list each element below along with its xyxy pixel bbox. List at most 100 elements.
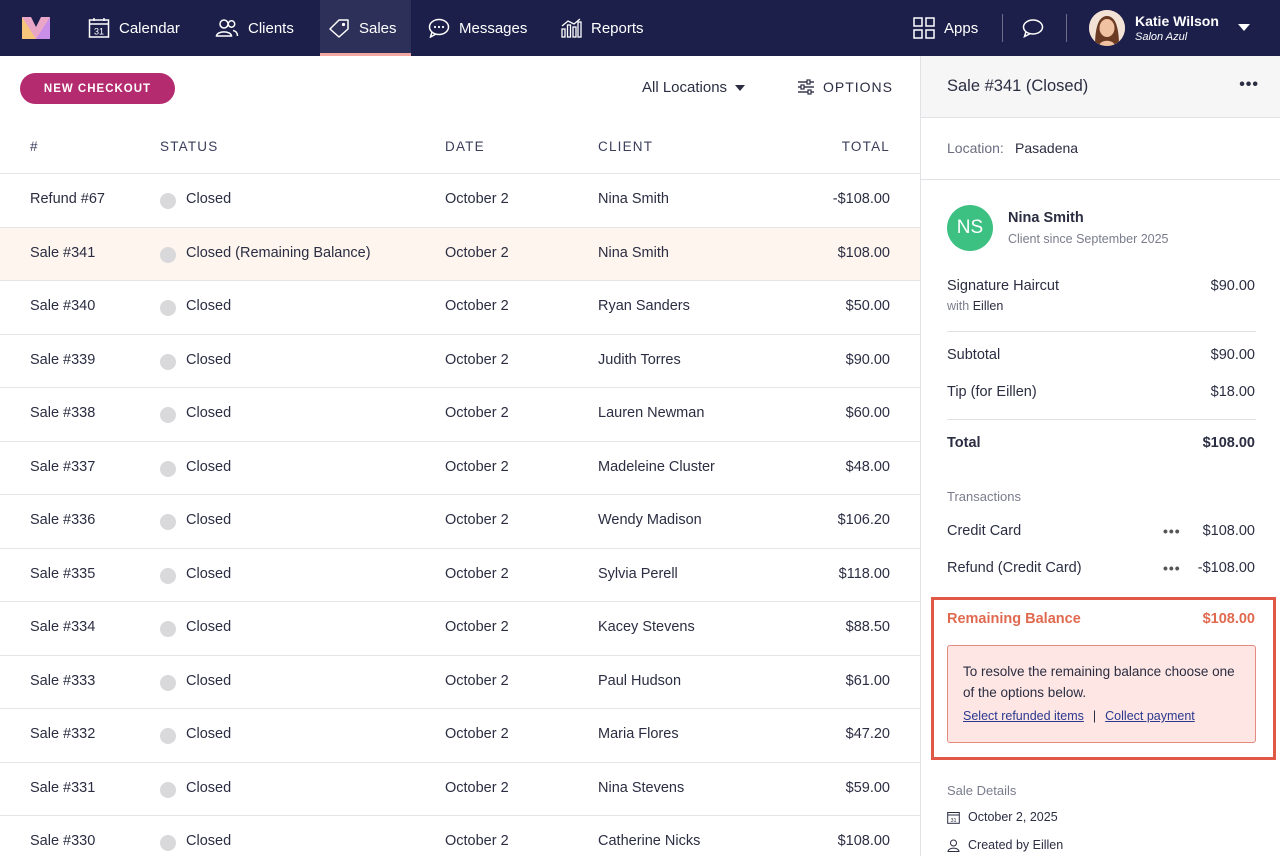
column-header-client[interactable]: CLIENT [598,139,654,154]
nav-apps[interactable]: Apps [913,0,978,56]
sale-date: October 2 [445,726,509,742]
table-row[interactable]: Sale #330 Closed October 2 Catherine Nicks $… [0,815,920,856]
user-avatar[interactable] [1089,10,1125,46]
sale-number: Sale #335 [30,565,96,582]
table-row[interactable]: Sale #333 Closed October 2 Paul Hudson $61.0… [0,654,920,709]
total-label: Total [947,435,981,451]
service-name: Signature Haircut [947,278,1060,294]
remaining-balance-actions: Select refunded items | Collect payment [963,709,1195,723]
divider [947,331,1256,332]
sale-date: October 2 [445,405,509,421]
table-row[interactable]: Sale #341 Closed (Remaining Balance) Octob… [0,226,920,280]
sale-total: $60.00 [845,405,890,421]
transaction-more-icon[interactable]: ••• [1163,560,1181,576]
chat-bubble-icon [428,18,450,38]
chat-button[interactable] [1022,0,1044,56]
status-dot-icon [160,353,176,370]
nav-sales[interactable]: Sales [320,0,411,56]
transaction-more-icon[interactable]: ••• [1163,523,1181,539]
svg-text:31: 31 [950,818,956,824]
nav-calendar[interactable]: 31 Calendar [88,0,180,56]
status-dot-icon [160,835,176,851]
bar-chart-icon [561,18,582,38]
table-row[interactable]: Sale #337 Closed October 2 Madeleine Cluste… [0,440,920,495]
column-header-date[interactable]: DATE [445,139,485,154]
sale-total: $106.20 [837,512,890,528]
remaining-balance-amount: $108.00 [1202,611,1255,627]
status-dot-icon [160,460,176,477]
client-name: Sylvia Perell [598,565,678,582]
sale-date: October 2 [445,191,509,207]
collect-payment-link[interactable]: Collect payment [1105,709,1195,723]
service-staff-name: Eillen [972,299,1004,313]
sale-status: Closed [186,565,232,582]
table-row[interactable]: Sale #334 Closed October 2 Kacey Stevens $88… [0,601,920,655]
nav-clients[interactable]: Clients [215,0,294,56]
total-value: $108.00 [1202,435,1255,451]
chevron-down-icon [735,84,746,91]
column-header-number[interactable]: # [30,139,39,154]
options-button[interactable]: OPTIONS [797,79,893,95]
table-row[interactable]: Sale #332 Closed October 2 Maria Flores $47.… [0,708,920,762]
table-row[interactable]: Sale #335 Closed October 2 Sylvia Perell $11… [0,547,920,602]
nav-reports[interactable]: Reports [560,0,644,56]
client-since: Client since September 2025 [1008,232,1169,246]
calendar-icon: 31 [947,811,960,824]
remaining-balance-message: To resolve the remaining balance choose … [963,664,1235,700]
sale-date: October 2 [445,779,509,796]
select-refunded-items-link[interactable]: Select refunded items [963,709,1084,723]
sale-date: October 2 [445,298,509,314]
column-header-total[interactable]: TOTAL [841,139,890,154]
table-row[interactable]: Sale #339 Closed October 2 Judith Torres $90… [0,333,920,388]
sale-total: $118.00 [838,565,890,582]
sale-number: Sale #341 [30,244,96,261]
table-row[interactable]: Refund #67 Closed October 2 Nina Smith -$108… [0,173,920,227]
sale-date: October 2 [445,565,509,582]
sale-status: Closed [186,512,232,528]
transaction-amount: -$108.00 [1197,560,1255,576]
tag-icon [329,19,349,38]
status-dot-icon [160,567,176,584]
sale-date: October 2 [445,351,509,368]
client-name: Ryan Sanders [598,298,690,314]
column-header-status[interactable]: STATUS [160,139,219,154]
status-dot-icon [160,407,176,423]
nav-messages[interactable]: Messages [428,0,527,56]
table-row[interactable]: Sale #336 Closed October 2 Wendy Madison $10… [0,494,920,548]
svg-text:31: 31 [94,27,104,37]
sale-status: Closed (Remaining Balance) [186,244,371,261]
location-filter-label: All Locations [642,79,728,96]
options-label: OPTIONS [823,79,894,95]
client-name: Maria Flores [598,726,679,742]
sale-status: Closed [186,619,232,635]
location-filter-dropdown[interactable]: All Locations [642,79,746,96]
table-row[interactable]: Sale #331 Closed October 2 Nina Stevens $59.… [0,761,920,816]
client-name: Nina Smith [598,244,669,261]
sale-number: Sale #336 [30,512,96,528]
sale-total: $48.00 [845,458,890,475]
client-avatar[interactable]: NS [947,205,993,251]
table-row[interactable]: Sale #338 Closed October 2 Lauren Newman $60… [0,387,920,441]
client-name[interactable]: Nina Smith [1008,210,1084,226]
link-separator: | [1092,709,1097,723]
sale-total: $61.00 [845,672,890,689]
status-dot-icon [160,300,176,316]
sale-status: Closed [186,779,232,796]
nav-messages-label: Messages [459,19,528,37]
subtotal-label: Subtotal [947,347,1001,363]
app-logo[interactable] [22,17,50,39]
table-row[interactable]: Sale #340 Closed October 2 Ryan Sanders $50.… [0,280,920,334]
sale-total: $90.00 [845,351,890,368]
sale-status: Closed [186,672,232,689]
user-menu-chevron-down-icon[interactable] [1238,24,1250,31]
location-label: Location: [947,140,1004,156]
sale-number: Sale #340 [30,298,96,314]
new-checkout-button[interactable]: NEW CHECKOUT [20,73,175,104]
users-icon [215,19,239,37]
sale-status: Closed [186,298,232,314]
client-name: Judith Torres [598,351,681,368]
sale-status: Closed [186,458,232,475]
more-options-icon[interactable]: ••• [1239,76,1259,93]
status-dot-icon [160,514,176,530]
status-dot-icon [160,781,176,798]
